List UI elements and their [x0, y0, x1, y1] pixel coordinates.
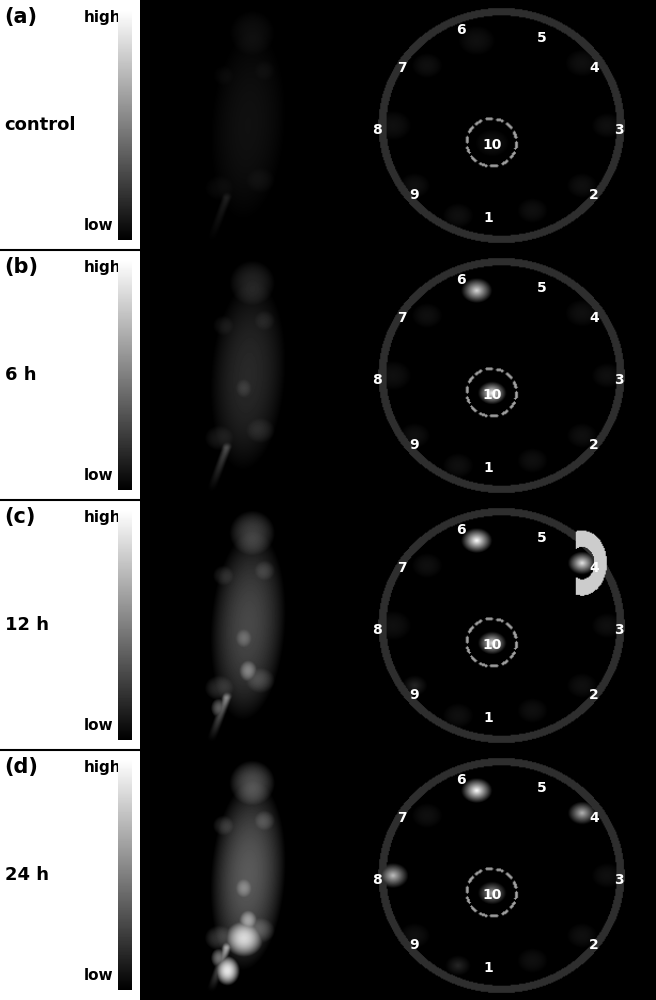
- Text: 7: 7: [398, 810, 407, 824]
- Text: 9: 9: [410, 188, 419, 202]
- Text: 1: 1: [484, 211, 494, 225]
- Text: 6 h: 6 h: [5, 366, 36, 384]
- Text: 8: 8: [373, 873, 382, 887]
- Text: high: high: [84, 10, 121, 25]
- Text: high: high: [84, 760, 121, 775]
- Text: 7: 7: [398, 310, 407, 324]
- Text: 5: 5: [537, 280, 546, 294]
- Text: 12 h: 12 h: [5, 616, 49, 634]
- Text: 9: 9: [410, 438, 419, 452]
- Text: low: low: [84, 468, 113, 483]
- Text: (b): (b): [5, 257, 39, 277]
- Text: 2: 2: [589, 438, 599, 452]
- Text: 4: 4: [589, 810, 599, 824]
- Text: 3: 3: [614, 373, 624, 387]
- Text: 10: 10: [482, 388, 502, 402]
- Text: 10: 10: [482, 888, 502, 902]
- Text: 3: 3: [614, 123, 624, 137]
- Text: 7: 7: [398, 60, 407, 75]
- Text: 8: 8: [373, 623, 382, 637]
- Text: 3: 3: [614, 873, 624, 887]
- Text: 6: 6: [456, 23, 466, 37]
- Text: low: low: [84, 718, 113, 732]
- Text: 9: 9: [410, 938, 419, 952]
- Text: 5: 5: [537, 780, 546, 794]
- Text: 6: 6: [456, 273, 466, 287]
- Text: (a): (a): [5, 7, 37, 27]
- Text: low: low: [84, 218, 113, 232]
- Text: 4: 4: [589, 560, 599, 574]
- Text: 1: 1: [484, 960, 494, 974]
- Text: 8: 8: [373, 373, 382, 387]
- Text: 24 h: 24 h: [5, 866, 49, 884]
- Text: control: control: [5, 116, 76, 134]
- Text: 9: 9: [410, 688, 419, 702]
- Text: (c): (c): [5, 508, 36, 528]
- Text: 4: 4: [589, 60, 599, 75]
- Text: 6: 6: [456, 523, 466, 537]
- Text: 2: 2: [589, 188, 599, 202]
- Text: 2: 2: [589, 688, 599, 702]
- Text: 8: 8: [373, 123, 382, 137]
- Text: 4: 4: [589, 310, 599, 324]
- Text: 5: 5: [537, 30, 546, 44]
- Text: (d): (d): [5, 758, 39, 778]
- Text: 5: 5: [537, 530, 546, 544]
- Text: 3: 3: [614, 623, 624, 637]
- Text: low: low: [84, 968, 113, 982]
- Text: 1: 1: [484, 710, 494, 724]
- Text: 10: 10: [482, 138, 502, 152]
- Text: 10: 10: [482, 638, 502, 652]
- Text: high: high: [84, 510, 121, 525]
- Text: high: high: [84, 260, 121, 275]
- Text: 6: 6: [456, 773, 466, 787]
- Text: 7: 7: [398, 560, 407, 574]
- Text: 1: 1: [484, 460, 494, 475]
- Text: 2: 2: [589, 938, 599, 952]
